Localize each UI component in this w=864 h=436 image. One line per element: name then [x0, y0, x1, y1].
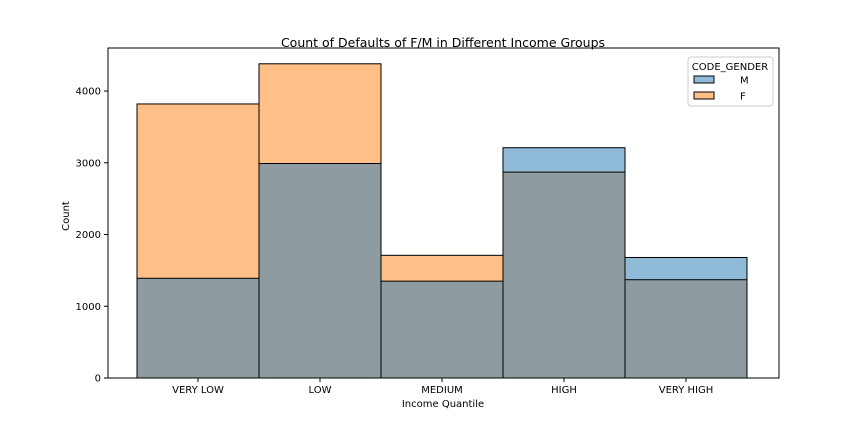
bar-f-very-high: [624, 279, 748, 379]
x-axis: VERY LOW LOW MEDIUM HIGH VERY HIGH: [172, 378, 713, 396]
bar-m-low: [258, 163, 382, 379]
x-tick-label: HIGH: [551, 385, 577, 396]
x-axis-label: Income Quantile: [402, 399, 484, 410]
y-axis: 0 1000 2000 3000 4000: [76, 87, 108, 385]
y-tick-label: 3000: [76, 158, 101, 169]
bar-m-very-low: [136, 277, 260, 379]
y-tick-label: 2000: [76, 230, 101, 241]
plot-frame: [107, 47, 780, 379]
legend-swatch-f: [693, 91, 715, 100]
y-tick-label: 0: [95, 374, 101, 385]
legend-label-m: M: [740, 76, 749, 87]
legend-title: CODE_GENDER: [692, 62, 768, 73]
bar-m-medium: [380, 280, 504, 379]
y-tick-label: 1000: [76, 302, 101, 313]
legend-label-f: F: [740, 92, 746, 103]
x-tick-label: MEDIUM: [421, 385, 463, 396]
legend-swatch-m: [693, 75, 715, 84]
bars-layer: [136, 63, 748, 379]
bar-f-high: [502, 171, 626, 379]
legend-entries: MF: [693, 75, 749, 103]
chart-title: Count of Defaults of F/M in Different In…: [281, 35, 605, 50]
x-tick-label: VERY HIGH: [659, 385, 714, 396]
y-axis-label: Count: [61, 201, 72, 231]
y-tick-label: 4000: [76, 87, 101, 98]
x-tick-label: LOW: [309, 385, 332, 396]
legend: CODE_GENDER MF: [687, 56, 774, 107]
x-tick-label: VERY LOW: [172, 385, 224, 396]
